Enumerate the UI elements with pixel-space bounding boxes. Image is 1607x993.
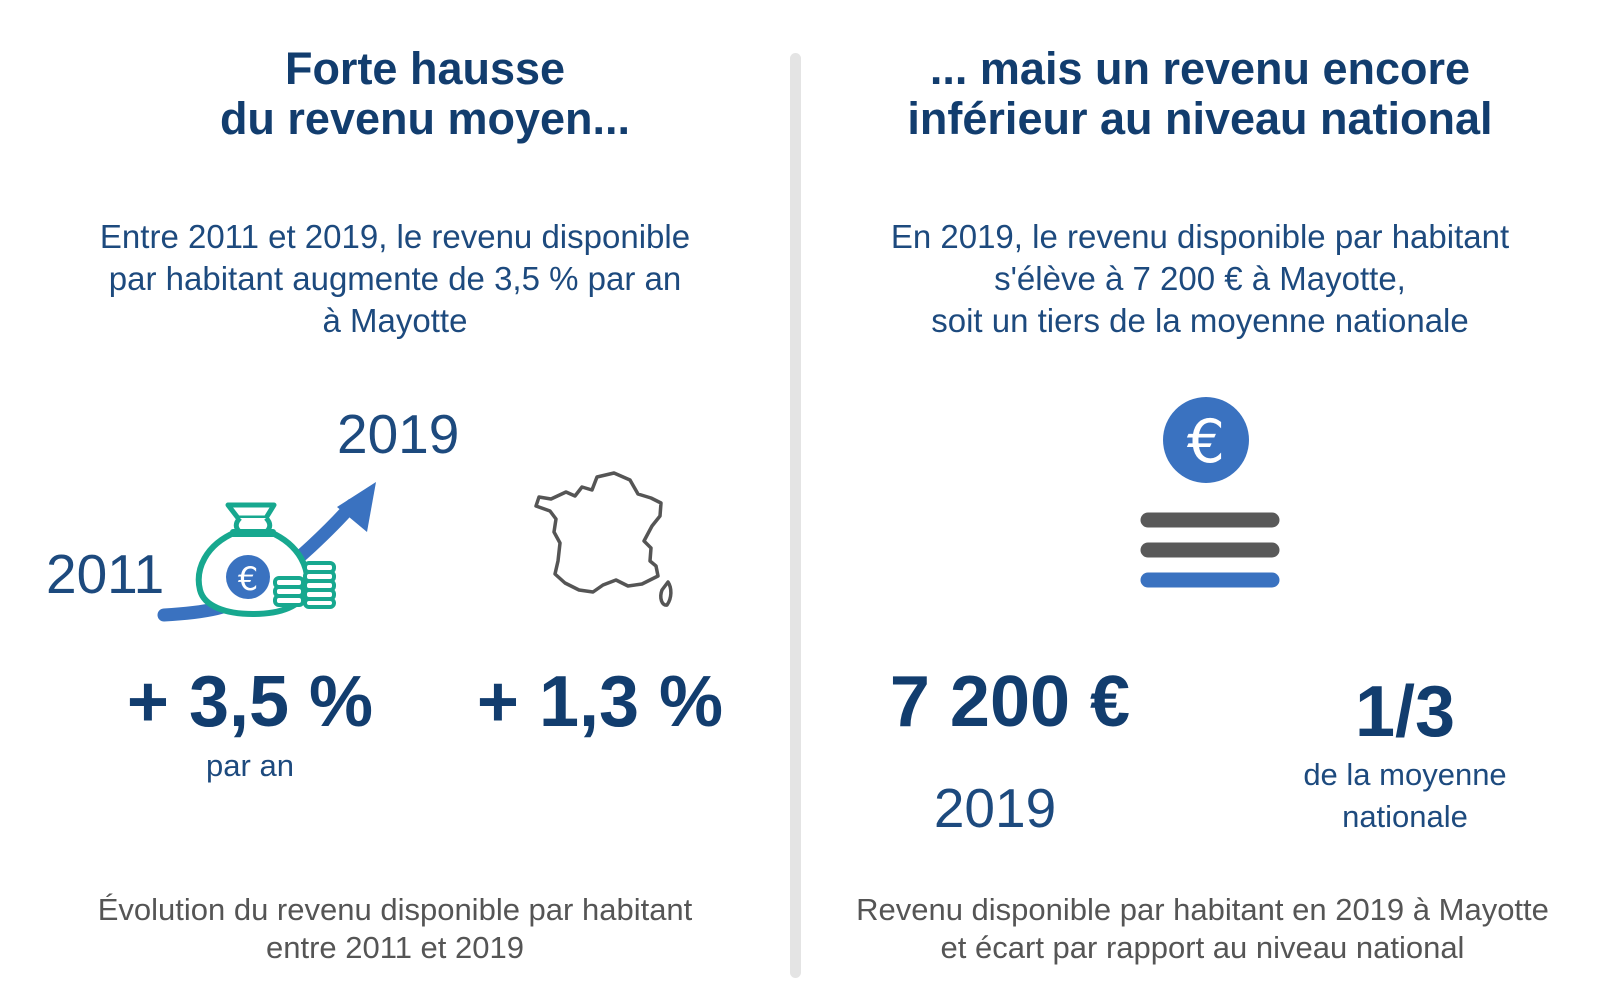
right-title-line-2: inférieur au niveau national [907,93,1493,144]
right-title: ... mais un revenu encore inférieur au n… [810,44,1590,144]
year-2019-label: 2019 [337,403,460,465]
national-ratio: 1/3 [1354,672,1456,752]
right-caption-line-2: et écart par rapport au niveau national [940,930,1465,965]
income-year: 2019 [933,777,1057,839]
right-caption: Revenu disponible par habitant en 2019 à… [810,891,1595,967]
left-caption-line-2: entre 2011 et 2019 [266,930,524,965]
left-lead-line-2: par habitant augmente de 3,5 % par an [108,260,682,297]
income-amount: 7 200 € [889,662,1131,742]
coin-stack-icon [273,561,336,609]
left-title-line-1: Forte hausse [284,43,566,94]
france-growth-rate: + 1,3 % [476,662,724,742]
left-caption: Évolution du revenu disponible par habit… [10,891,780,967]
right-title-line-1: ... mais un revenu encore [929,43,1471,94]
right-lead-line-2: s'élève à 7 200 € à Mayotte, [994,260,1406,297]
ratio-label-line-2: nationale [1342,799,1468,834]
national-ratio-label: de la moyenne nationale [1270,754,1540,838]
right-lead-line-1: En 2019, le revenu disponible par habita… [890,218,1510,255]
year-2011-label: 2011 [46,543,165,605]
euro-coin-icon: € [1163,397,1249,483]
right-lead-line-3: soit un tiers de la moyenne nationale [931,302,1469,339]
equals-bars-icon [1140,512,1280,588]
left-lead-text: Entre 2011 et 2019, le revenu disponible… [20,216,770,342]
left-caption-line-1: Évolution du revenu disponible par habit… [97,892,693,927]
ratio-label-line-1: de la moyenne [1303,757,1507,792]
coin-euro-symbol: € [1187,407,1225,477]
right-caption-line-1: Revenu disponible par habitant en 2019 à… [856,892,1549,927]
left-lead-line-1: Entre 2011 et 2019, le revenu disponible [99,218,691,255]
left-title-line-2: du revenu moyen... [219,93,631,144]
mayotte-growth-rate: + 3,5 % [126,662,374,742]
right-lead-text: En 2019, le revenu disponible par habita… [810,216,1590,342]
panel-divider [790,53,801,978]
mayotte-growth-unit: par an [206,748,294,783]
left-title: Forte hausse du revenu moyen... [60,44,790,144]
left-lead-line-3: à Mayotte [322,302,468,339]
france-map-icon [534,471,673,607]
bag-euro-symbol: € [238,560,258,598]
